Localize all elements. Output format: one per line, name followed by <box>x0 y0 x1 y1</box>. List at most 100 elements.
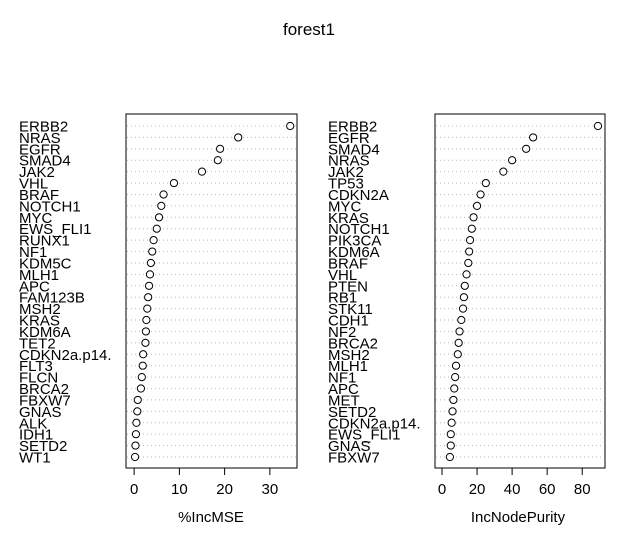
incnodepurity-point-kras <box>469 213 478 222</box>
incnodepurity-point-pten <box>460 281 469 290</box>
incnodepurity-label-nf2: NF2 <box>328 324 356 341</box>
incnodepurity-point-nras <box>508 156 517 165</box>
incmse-point-notch1 <box>157 201 166 210</box>
incmse-label-kdm5c: KDM5C <box>19 255 72 272</box>
incmse-point-fam123b <box>144 293 153 302</box>
incmse-point-runx1 <box>149 236 158 245</box>
incnodepurity-point-myc <box>472 201 482 210</box>
incnodepurity-point-rb1 <box>459 293 469 302</box>
incmse-point-wt1 <box>130 452 140 462</box>
incmse-label-fam123b: FAM123B <box>19 290 85 307</box>
incnodepurity-points <box>445 121 603 462</box>
incmse-label-erbb2: ERBB2 <box>19 119 68 136</box>
incmse-point-fbxw7 <box>133 395 142 405</box>
incmse-point-kdm5c <box>146 258 155 268</box>
incmse-label-egfr: EGFR <box>19 141 61 158</box>
incmse-label-cdkn2a-p14-: CDKN2a.p14. <box>19 347 112 364</box>
incmse-point-apc <box>144 281 154 290</box>
incnodepurity-point-fbxw7 <box>445 452 454 462</box>
incnodepurity-panel: ERBB2EGFRSMAD4NRASJAK2TP53CDKN2AMYCKRASN… <box>328 113 606 526</box>
incmse-tick-label: 10 <box>171 481 188 498</box>
incmse-label-jak2: JAK2 <box>19 164 55 181</box>
incmse-point-mlh1 <box>145 270 155 279</box>
incnodepurity-label-cdkn2a-p14-: CDKN2a.p14. <box>328 415 421 432</box>
incnodepurity-point-tp53 <box>481 178 490 188</box>
incmse-label-smad4: SMAD4 <box>19 153 71 170</box>
incnodepurity-point-setd2 <box>448 407 457 416</box>
incmse-label-runx1: RUNX1 <box>19 233 70 250</box>
incnodepurity-label-erbb2: ERBB2 <box>328 119 377 136</box>
incnodepurity-point-msh2 <box>453 350 462 359</box>
incmse-point-kras <box>142 315 151 325</box>
incnodepurity-gridlines <box>436 125 604 458</box>
incmse-label-setd2: SETD2 <box>19 438 67 455</box>
incmse-label-idh1: IDH1 <box>19 427 53 444</box>
incnodepurity-label-nras: NRAS <box>328 153 370 170</box>
incmse-point-tet2 <box>141 338 150 347</box>
incnodepurity-label-notch1: NOTCH1 <box>328 221 390 238</box>
incnodepurity-label-brca2: BRCA2 <box>328 335 378 352</box>
incnodepurity-label-smad4: SMAD4 <box>328 141 380 158</box>
incnodepurity-label-braf: BRAF <box>328 255 368 272</box>
incnodepurity-label-tp53: TP53 <box>328 176 364 193</box>
incmse-point-ews-fli1 <box>152 224 161 233</box>
incmse-point-smad4 <box>213 156 222 165</box>
incnodepurity-label-kdm6a: KDM6A <box>328 244 380 261</box>
incnodepurity-x-axis: 0 20 40 60 80 <box>438 467 591 498</box>
incnodepurity-point-kdm6a <box>465 247 474 256</box>
incnodepurity-label-mlh1: MLH1 <box>328 358 368 375</box>
incmse-tick-label: 0 <box>130 481 138 498</box>
incnodepurity-label-nf1: NF1 <box>328 370 356 387</box>
incmse-point-brca2 <box>136 384 146 393</box>
figure-title: forest1 <box>283 20 335 39</box>
incnodepurity-label-fbxw7: FBXW7 <box>328 450 380 467</box>
incnodepurity-point-pik3ca <box>465 236 475 245</box>
incnodepurity-point-erbb2 <box>593 121 603 131</box>
incmse-point-egfr <box>215 144 225 153</box>
incmse-point-flt3 <box>138 361 147 370</box>
incnodepurity-point-stk11 <box>458 304 468 313</box>
incmse-point-alk <box>132 418 141 427</box>
incnodepurity-label-pten: PTEN <box>328 278 368 295</box>
incnodepurity-variable-labels: ERBB2EGFRSMAD4NRASJAK2TP53CDKN2AMYCKRASN… <box>328 119 421 467</box>
incnodepurity-tick-label: 0 <box>438 481 446 498</box>
incmse-label-braf: BRAF <box>19 187 59 204</box>
incmse-panel: ERBB2NRASEGFRSMAD4JAK2VHLBRAFNOTCH1MYCEW… <box>19 113 298 526</box>
incmse-label-nf1: NF1 <box>19 244 47 261</box>
incmse-label-kras: KRAS <box>19 313 60 330</box>
incnodepurity-point-jak2 <box>499 167 508 176</box>
incmse-label-notch1: NOTCH1 <box>19 198 81 215</box>
incnodepurity-label-stk11: STK11 <box>328 301 373 318</box>
incnodepurity-point-mlh1 <box>451 361 461 370</box>
incmse-point-msh2 <box>143 304 152 313</box>
incmse-point-jak2 <box>197 167 207 176</box>
incmse-point-flcn <box>137 373 146 382</box>
incnodepurity-label-msh2: MSH2 <box>328 347 370 364</box>
incnodepurity-label-myc: MYC <box>328 198 362 215</box>
incmse-label-fbxw7: FBXW7 <box>19 392 71 409</box>
incmse-point-braf <box>159 190 168 199</box>
incnodepurity-label-rb1: RB1 <box>328 290 357 307</box>
incnodepurity-point-cdh1 <box>457 315 466 325</box>
incmse-point-cdkn2a-p14- <box>139 350 148 359</box>
incnodepurity-point-gnas <box>446 441 455 450</box>
incmse-point-gnas <box>133 407 142 416</box>
incnodepurity-label-cdh1: CDH1 <box>328 313 369 330</box>
incmse-label-kdm6a: KDM6A <box>19 324 71 341</box>
incnodepurity-point-brca2 <box>454 338 463 347</box>
incnodepurity-tick-label: 80 <box>574 481 591 498</box>
incnodepurity-label-met: MET <box>328 392 360 409</box>
incnodepurity-point-nf2 <box>455 327 464 336</box>
incmse-point-vhl <box>169 178 179 188</box>
incnodepurity-point-smad4 <box>522 144 531 153</box>
incmse-x-axis: 0 10 20 30 <box>130 467 278 498</box>
incnodepurity-point-notch1 <box>467 224 476 233</box>
incmse-label-brca2: BRCA2 <box>19 381 69 398</box>
incnodepurity-point-nf1 <box>451 373 460 382</box>
incnodepurity-label-cdkn2a: CDKN2A <box>328 187 389 204</box>
incmse-point-idh1 <box>131 430 141 439</box>
incmse-xlabel: %IncMSE <box>178 509 244 526</box>
incnodepurity-label-egfr: EGFR <box>328 130 370 147</box>
